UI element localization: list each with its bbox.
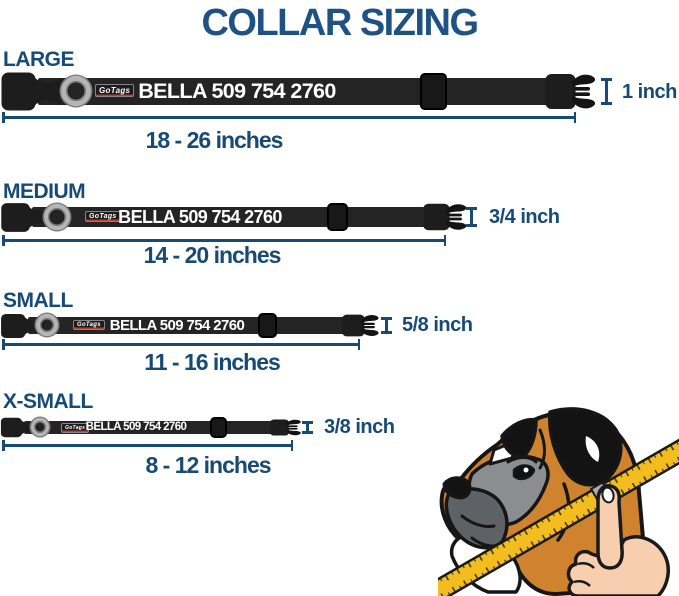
length-range-label: 18 - 26 inches [145,127,284,153]
brand-logo: GoTags [73,320,105,330]
d-ring-icon [31,418,49,436]
width-indicator [381,317,392,334]
length-measure-line [2,235,446,245]
length-measure-line [2,112,576,122]
length-measure-line [2,440,293,450]
length-measure-line [2,339,360,349]
buckle-female-icon [1,72,62,111]
collar-personalization-text: BELLA 509 754 2760 [118,207,282,227]
strap-adjuster-icon [327,203,348,231]
hand-icon [566,483,670,596]
collar-personalization-text: BELLA 509 754 2760 [138,79,336,103]
buckle-male-icon [270,419,301,436]
page-title: COLLAR SIZING [201,2,479,44]
width-indicator [466,207,477,227]
width-label: 3/4 inch [489,206,560,228]
width-indicator [601,78,612,105]
boxer-dog-measuring-tape-icon [438,407,679,596]
brand-logo: GoTags [95,84,135,97]
width-indicator [302,421,313,434]
length-range-label: 8 - 12 inches [145,452,271,478]
size-label: MEDIUM [3,180,86,203]
size-label: X-SMALL [3,390,93,413]
d-ring-icon [44,204,70,230]
collar-personalization-text: BELLA 509 754 2760 [85,421,187,433]
width-label: 1 inch [622,81,677,103]
strap-adjuster-icon [258,313,277,338]
width-label: 5/8 inch [402,314,473,336]
d-ring-icon [61,76,91,106]
brand-logo: GoTags [85,211,121,222]
size-label: LARGE [3,48,75,71]
collar-personalization-text: BELLA 509 754 2760 [109,317,245,334]
buckle-male-icon [423,203,467,231]
buckle-male-icon [342,314,379,337]
size-label: SMALL [3,289,73,312]
d-ring-icon [36,314,58,336]
length-range-label: 11 - 16 inches [144,349,281,375]
width-label: 3/8 inch [324,416,395,438]
strap-adjuster-icon [420,73,447,110]
strap-adjuster-icon [210,417,227,438]
length-range-label: 14 - 20 inches [143,242,282,268]
buckle-male-icon [545,74,596,109]
brand-logo: GoTags [61,423,90,433]
